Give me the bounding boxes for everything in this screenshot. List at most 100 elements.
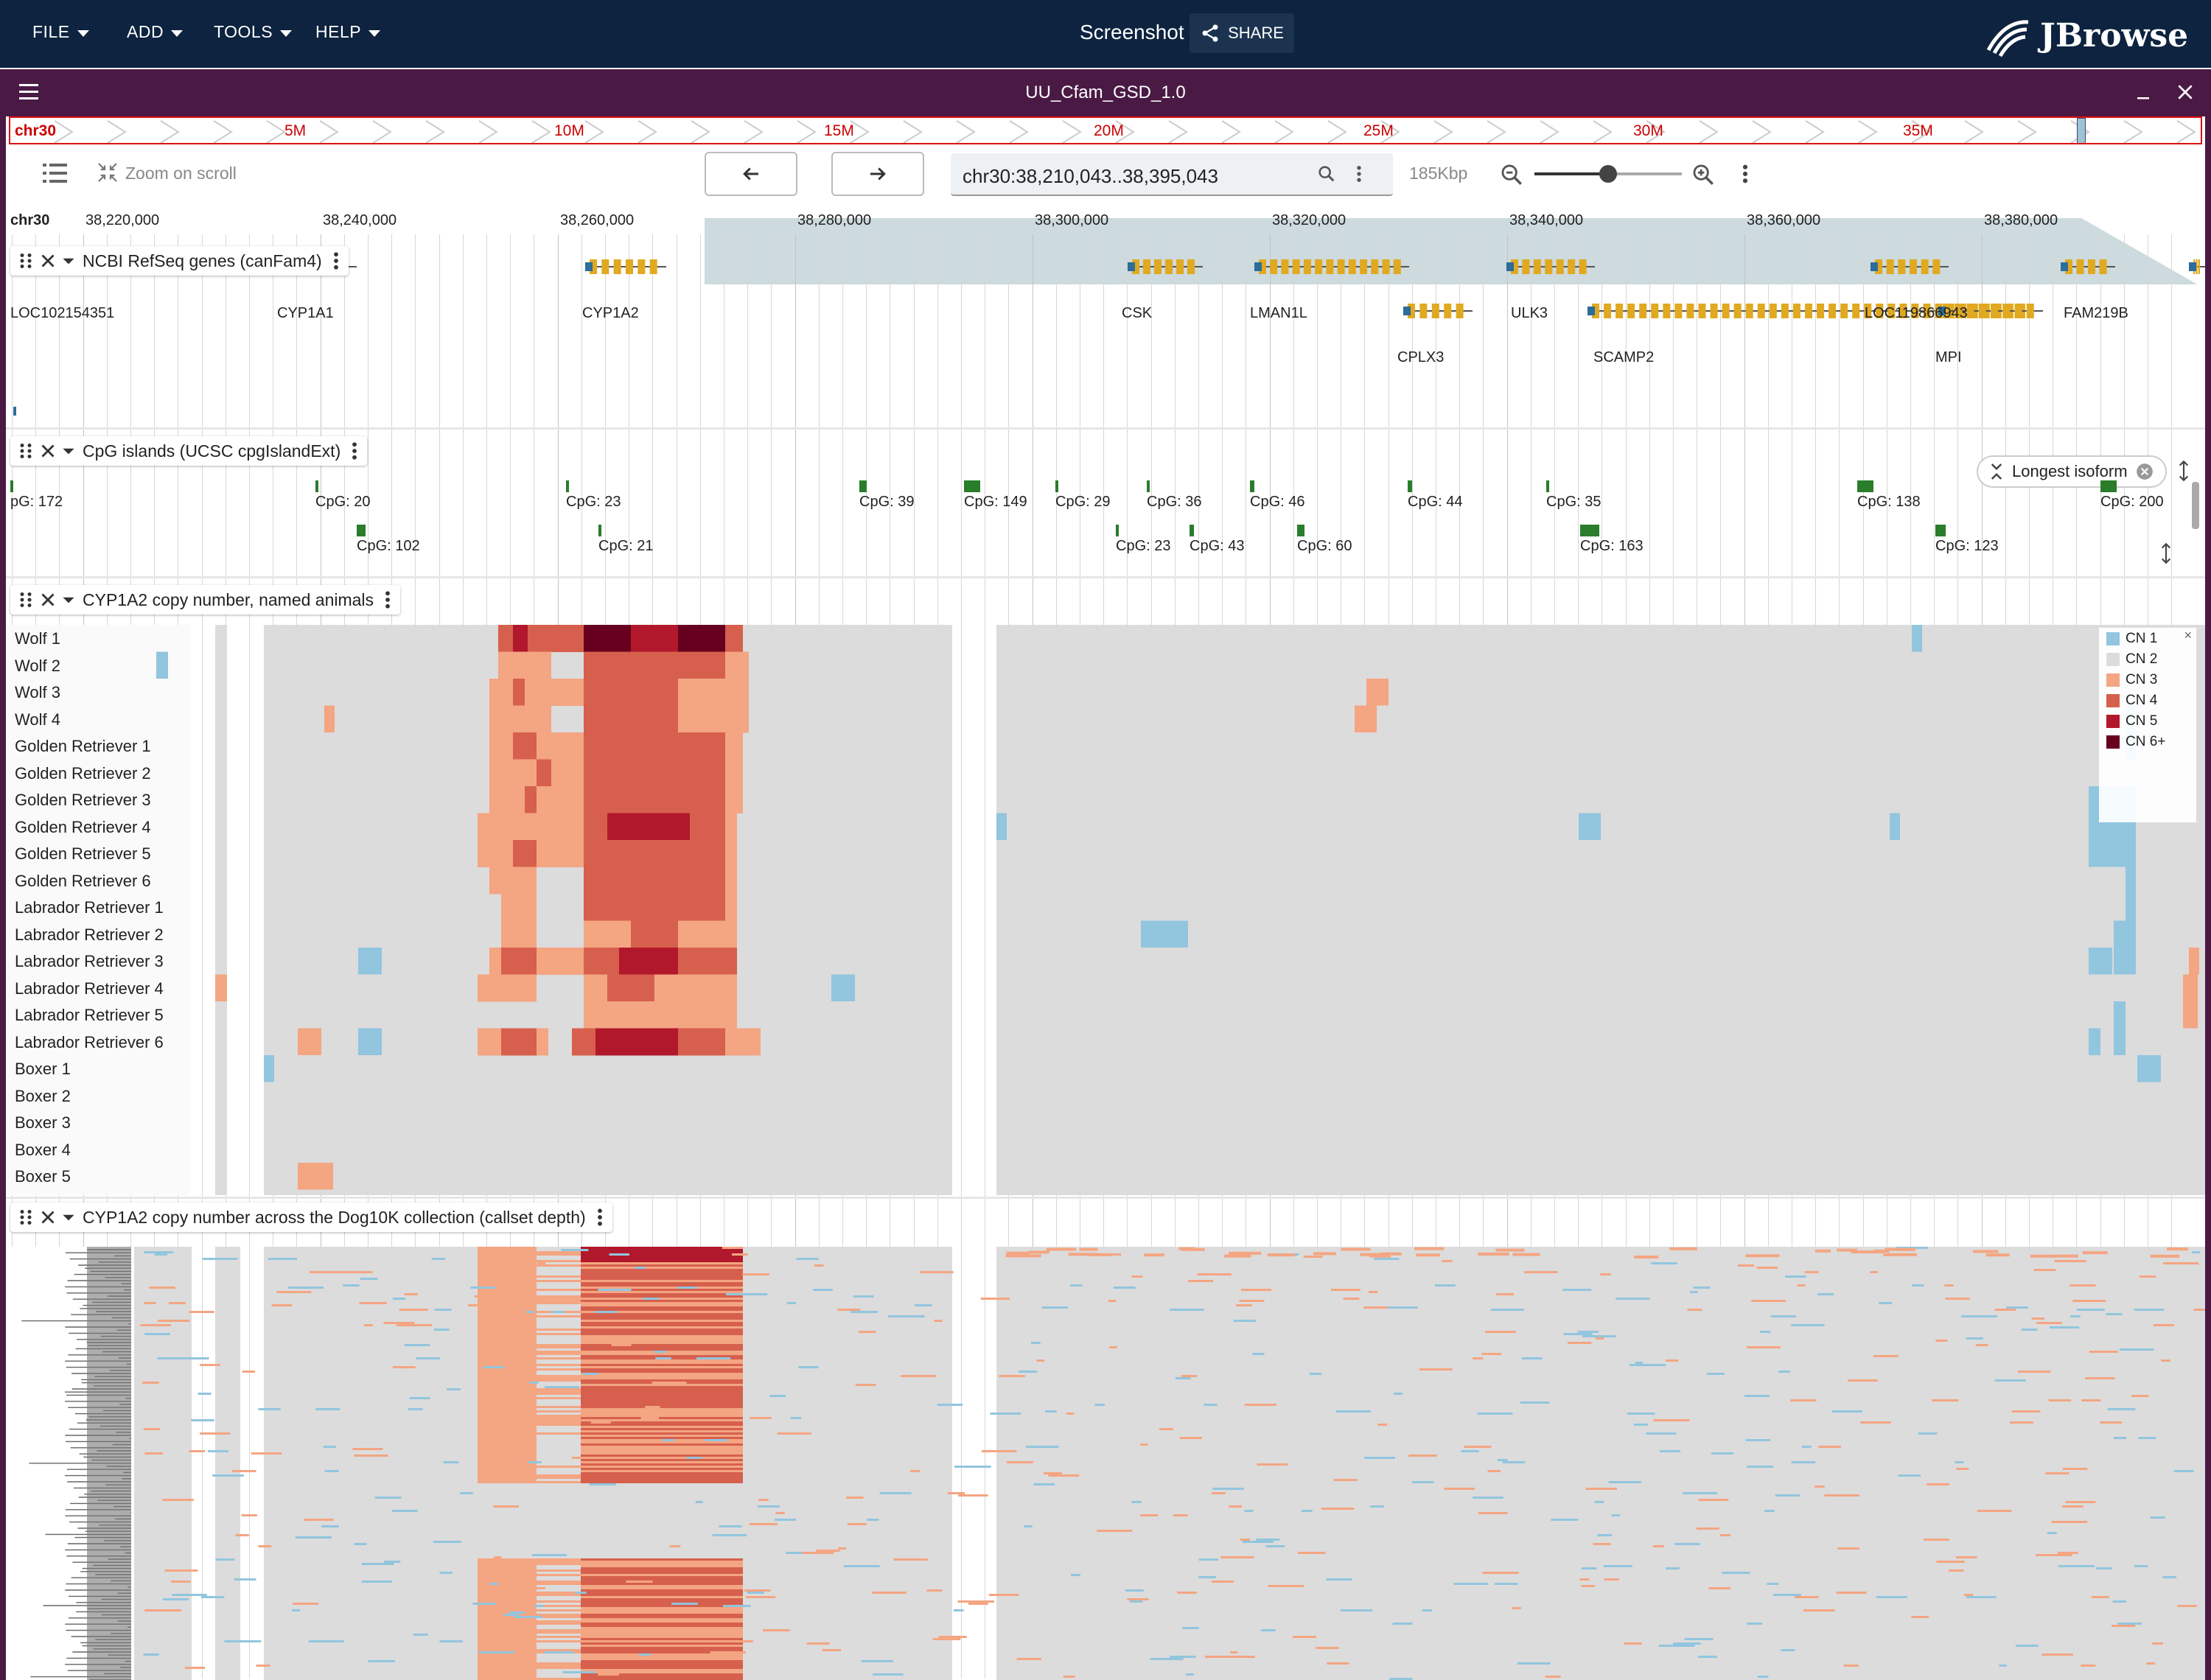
gene-label[interactable]: LMAN1L [1250,305,1307,321]
gene-label[interactable]: CPLX3 [1397,349,1445,365]
cpg-island[interactable] [1297,525,1304,536]
zoom-slider-thumb[interactable] [1599,165,1617,183]
cpg-island[interactable] [1116,525,1119,536]
menu-tools[interactable]: TOOLS [214,22,293,42]
share-button[interactable]: SHARE [1190,13,1294,53]
chevron-down-icon[interactable] [59,590,78,609]
resize-height-icon[interactable] [2174,458,2193,483]
gene-label[interactable]: LOC119866943 [1865,305,1968,321]
zoom-out-icon[interactable] [1499,162,1524,187]
cpg-island[interactable] [2100,480,2117,492]
overview-scalebar[interactable]: chr30 5M 10M 15M 20M 25M 30M 35M [9,116,2202,144]
search-icon[interactable] [1316,164,1337,184]
cpg-island[interactable] [964,480,980,492]
visible-span: 185Kbp [1409,164,1468,183]
cpg-island[interactable] [1580,525,1599,536]
overview-label: 30M [1633,122,1663,139]
close-track-icon[interactable] [37,250,59,272]
clear-icon[interactable] [2135,462,2154,481]
gene-feature[interactable] [13,407,16,416]
close-track-icon[interactable] [37,1206,59,1228]
drag-handle-icon[interactable] [15,1206,37,1228]
gene-feature[interactable] [1254,259,1409,274]
sample-label: Boxer 3 [15,1113,71,1132]
gene-feature[interactable] [1938,304,2043,318]
cpg-island[interactable] [1935,525,1946,536]
cpg-island[interactable] [1147,480,1150,492]
gene-label[interactable]: SCAMP2 [1593,349,1655,365]
gene-feature[interactable] [1506,259,1595,274]
minimize-icon[interactable] [2134,84,2152,102]
cpg-island[interactable] [1190,525,1194,536]
chevron-down-icon[interactable] [59,251,78,270]
cpg-scrollbar[interactable] [2192,482,2199,529]
zoom-on-scroll-icon[interactable] [96,161,119,184]
cpg-island[interactable] [357,525,366,536]
cn-cell [607,813,690,841]
legend-close-icon[interactable]: × [2184,628,2192,643]
cn-cell [2089,948,2112,975]
overview-viewport-marker[interactable] [2077,118,2086,143]
overview-chevron [213,120,233,143]
track-label-cpg[interactable]: CpG islands (UCSC cpgIslandExt) [10,436,368,466]
menu-help[interactable]: HELP [315,22,381,42]
drag-handle-icon[interactable] [15,440,37,462]
chevron-down-icon[interactable] [59,1208,78,1227]
cpg-island[interactable] [566,480,569,492]
gene-feature[interactable] [2061,259,2115,274]
track-menu-icon[interactable] [383,589,393,611]
cpg-island[interactable] [859,480,867,492]
gene-feature[interactable] [1871,259,1949,274]
gene-label[interactable]: CSK [1122,305,1153,321]
close-icon[interactable] [2176,83,2195,102]
named-heatmap[interactable] [6,625,2205,1195]
dog-block [134,1247,192,1680]
track-label-genes[interactable]: NCBI RefSeq genes (canFam4) [10,246,349,276]
gene-label[interactable]: FAM219B [2064,305,2128,321]
cpg-island[interactable] [10,480,13,492]
gene-label[interactable]: ULK3 [1511,305,1548,321]
drag-handle-icon[interactable] [15,589,37,611]
cpg-island[interactable] [1250,480,1254,492]
pan-right-button[interactable] [831,152,924,196]
cn-cell [489,732,513,760]
gene-label[interactable]: LOC102154351 [10,305,115,321]
cpg-island[interactable] [598,525,601,536]
view-menu-icon[interactable] [19,83,41,102]
gene-label[interactable]: CYP1A1 [277,305,334,321]
location-search-input[interactable]: chr30:38,210,043..38,395,043 [951,153,1393,196]
gene-feature[interactable] [585,259,666,274]
gene-feature[interactable] [2189,259,2205,274]
cpg-island[interactable] [315,480,318,492]
close-track-icon[interactable] [37,589,59,611]
gene-label[interactable]: CYP1A2 [582,305,639,321]
menu-file[interactable]: FILE [32,22,89,42]
track-label-named[interactable]: CYP1A2 copy number, named animals [10,585,401,615]
location-menu-icon[interactable] [1355,164,1363,184]
track-menu-icon[interactable] [595,1206,605,1228]
zoom-in-icon[interactable] [1691,162,1716,187]
chevron-down-icon[interactable] [59,441,78,461]
cpg-island[interactable] [1546,480,1549,492]
gene-feature[interactable] [1128,259,1203,274]
menu-add[interactable]: ADD [127,22,184,42]
zoom-slider[interactable] [1534,165,1682,183]
gene-feature[interactable] [1403,304,1473,318]
view-options-icon[interactable] [1741,162,1750,186]
resize-height-icon[interactable] [2156,541,2176,566]
drag-handle-icon[interactable] [15,250,37,272]
gene-label[interactable]: MPI [1935,349,1962,365]
pan-left-button[interactable] [705,152,797,196]
cpg-island[interactable] [1408,480,1412,492]
cn-cell [2189,948,2199,975]
cpg-island[interactable] [1857,480,1873,492]
close-track-icon[interactable] [37,440,59,462]
track-label-dog10k[interactable]: CYP1A2 copy number across the Dog10K col… [10,1203,612,1232]
track-menu-icon[interactable] [349,440,360,462]
isoform-chip[interactable]: Longest isoform [1977,455,2167,488]
cpg-island[interactable] [1055,480,1058,492]
track-menu-icon[interactable] [331,250,341,272]
track-selector-icon[interactable] [43,162,68,184]
dog10k-heatmap[interactable] [6,1247,2205,1680]
sample-label: Labrador Retriever 2 [15,925,164,944]
